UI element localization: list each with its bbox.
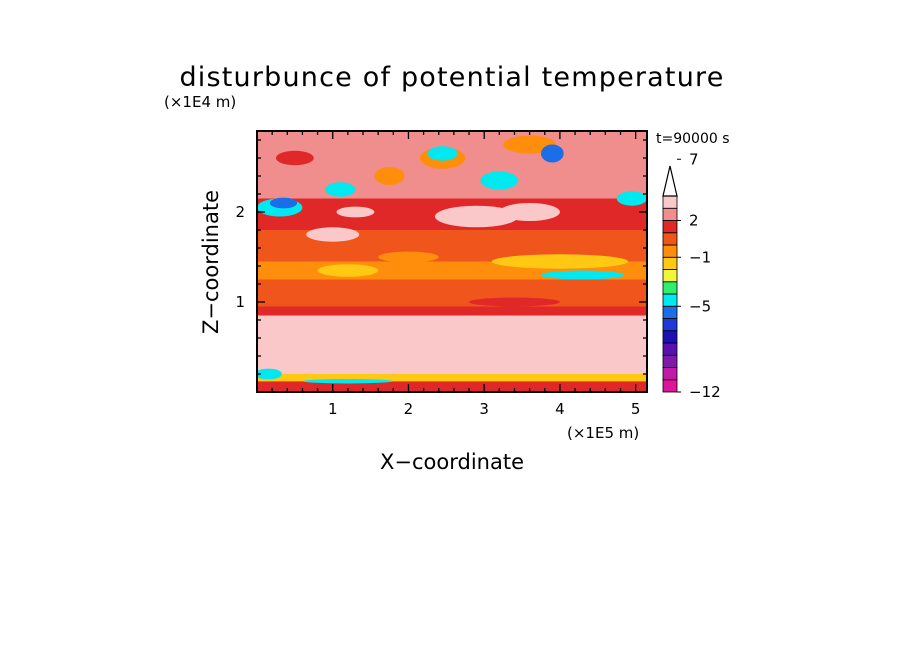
colorbar: 7 2 −1 −5 −12 <box>662 150 721 401</box>
colorbar-segment <box>662 232 678 246</box>
colorbar-segment <box>662 281 678 295</box>
x-axis-label: X−coordinate <box>380 450 524 474</box>
field-feature <box>427 146 458 161</box>
field-feature <box>378 251 439 263</box>
field-feature <box>317 264 379 277</box>
field-feature <box>374 167 405 185</box>
field-feature <box>469 297 560 307</box>
colorbar-segment <box>662 256 678 270</box>
field-feature <box>559 331 636 354</box>
colorbar-segment <box>662 244 678 258</box>
field-feature <box>434 205 519 228</box>
time-label: t=90000 s <box>656 131 730 147</box>
colorbar-segment <box>662 354 678 368</box>
field-feature <box>616 191 647 206</box>
field-band <box>257 306 647 316</box>
field-band <box>257 374 647 382</box>
colorbar-segment <box>662 305 678 319</box>
colorbar-extend-arrow <box>662 165 678 197</box>
y-axis-label: Z−coordinate <box>199 190 223 334</box>
colorbar-tick-label: −5 <box>689 297 711 315</box>
y-unit-label: (×1E4 m) <box>164 93 236 111</box>
field-band <box>257 381 647 392</box>
x-tick-label: 2 <box>404 400 414 418</box>
field-feature <box>540 144 564 163</box>
colorbar-segment <box>662 330 678 344</box>
x-unit-label: (×1E5 m) <box>567 424 639 442</box>
chart-title: disturbunce of potential temperature <box>179 62 724 93</box>
field-feature <box>336 206 375 218</box>
field-feature <box>476 342 553 361</box>
colorbar-segment <box>662 379 678 393</box>
colorbar-segment <box>662 367 678 381</box>
field-feature <box>275 150 314 166</box>
field-feature <box>257 368 282 380</box>
x-axis-ticks: 1 2 3 4 5 <box>271 131 641 418</box>
contour-field <box>257 131 647 392</box>
colorbar-tick-label: 2 <box>689 212 699 230</box>
field-feature <box>359 339 428 355</box>
y-axis-ticks: 12 <box>235 139 647 375</box>
field-feature <box>480 171 519 190</box>
x-tick-label: 4 <box>555 400 565 418</box>
colorbar-tick-label: 7 <box>689 150 699 168</box>
field-feature <box>306 227 360 242</box>
colorbar-segment <box>662 220 678 234</box>
y-tick-label: 1 <box>235 293 245 311</box>
field-feature <box>302 378 394 384</box>
field-feature <box>272 270 318 280</box>
field-feature <box>264 333 371 352</box>
field-feature <box>499 203 560 221</box>
colorbar-segment <box>662 195 678 209</box>
field-feature <box>491 254 629 269</box>
y-tick-label: 2 <box>235 203 245 221</box>
field-feature <box>540 270 625 280</box>
colorbar-segment <box>662 207 678 221</box>
plot-frame <box>256 130 648 393</box>
field-band <box>257 279 647 307</box>
colorbar-segment <box>662 293 678 307</box>
colorbar-segment <box>662 269 678 283</box>
colorbar-tick-label: −1 <box>689 248 711 266</box>
colorbar-segment <box>662 318 678 332</box>
x-tick-label: 5 <box>631 400 641 418</box>
x-tick-label: 1 <box>328 400 338 418</box>
x-tick-label: 3 <box>479 400 489 418</box>
field-feature <box>325 182 356 197</box>
field-feature <box>269 197 298 209</box>
colorbar-segment <box>662 342 678 356</box>
colorbar-tick-label: −12 <box>689 383 721 401</box>
